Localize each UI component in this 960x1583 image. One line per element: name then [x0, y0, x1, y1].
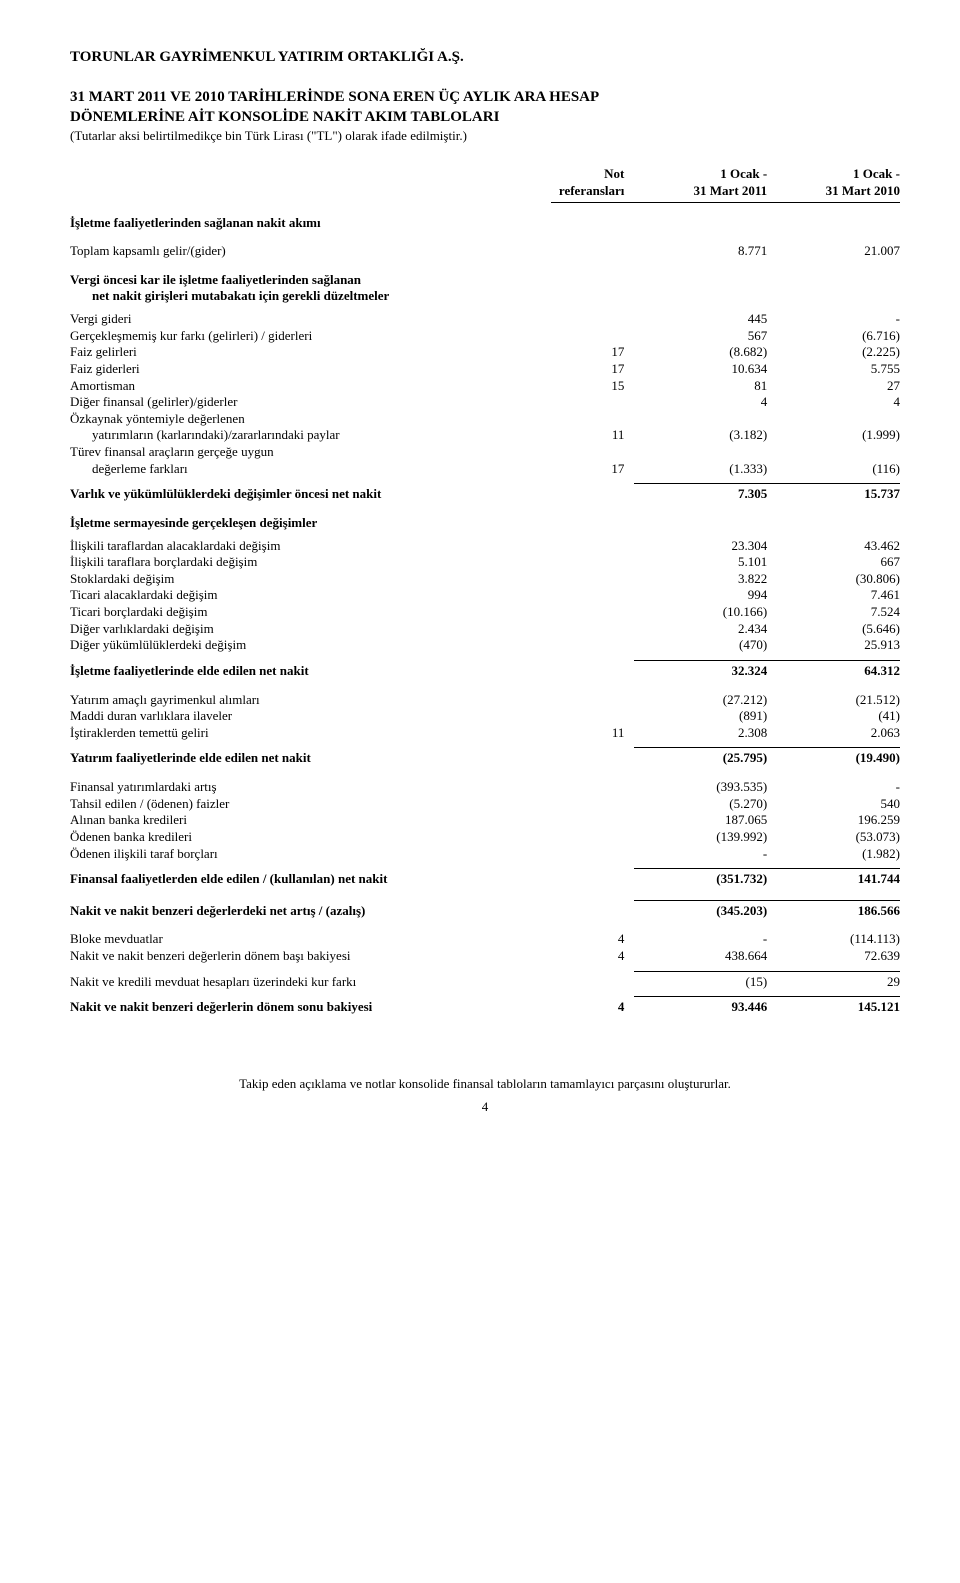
pre-wc-total: Varlık ve yükümlülüklerdeki değişimler ö… [70, 484, 900, 503]
financing-total: Finansal faaliyetlerden elde edilen / (k… [70, 869, 900, 888]
footer-note: Takip eden açıklama ve notlar konsolide … [70, 1076, 900, 1093]
table-row: Ödenen ilişkili taraf borçları -(1.982) [70, 846, 900, 863]
column-header-row: Not referansları 1 Ocak - 31 Mart 2011 1… [70, 166, 900, 202]
table-row: Diğer finansal (gelirler)/giderler 4 4 [70, 394, 900, 411]
net-change: Nakit ve nakit benzeri değerlerdeki net … [70, 900, 900, 919]
cashflow-table: Not referansları 1 Ocak - 31 Mart 2011 1… [70, 166, 900, 1016]
subtitle: (Tutarlar aksi belirtilmedikçe bin Türk … [70, 128, 900, 145]
hdr-cur-l2: 31 Mart 2011 [694, 183, 768, 198]
page-number: 4 [70, 1099, 900, 1116]
table-row: Türev finansal araçların gerçeğe uygun d… [70, 444, 900, 477]
table-row: Stoklardaki değişim 3.822(30.806) [70, 571, 900, 588]
table-row: Toplam kapsamlı gelir/(gider) 8.771 21.0… [70, 243, 900, 260]
title-line-1: 31 MART 2011 VE 2010 TARİHLERİNDE SONA E… [70, 87, 900, 107]
table-row: Tahsil edilen / (ödenen) faizler (5.270)… [70, 796, 900, 813]
table-row: Alınan banka kredileri 187.065196.259 [70, 812, 900, 829]
table-row: İlişkili taraflara borçlardaki değişim 5… [70, 554, 900, 571]
table-row: Faiz giderleri 17 10.634 5.755 [70, 361, 900, 378]
hdr-note-l1: Not [604, 166, 624, 181]
table-row: Ticari borçlardaki değişim (10.166)7.524 [70, 604, 900, 621]
table-row: Diğer varlıklardaki değişim 2.434(5.646) [70, 621, 900, 638]
company-name: TORUNLAR GAYRİMENKUL YATIRIM ORTAKLIĞI A… [70, 48, 900, 67]
table-row: Faiz gelirleri 17 (8.682) (2.225) [70, 344, 900, 361]
table-row: Bloke mevduatlar 4 - (114.113) [70, 931, 900, 948]
investing-total: Yatırım faaliyetlerinde elde edilen net … [70, 748, 900, 767]
table-row: İştiraklerden temettü geliri11 2.3082.06… [70, 725, 900, 742]
hdr-prev-l1: 1 Ocak - [853, 166, 900, 181]
ending-balance: Nakit ve nakit benzeri değerlerin dönem … [70, 997, 900, 1016]
table-row: Ticari alacaklardaki değişim 9947.461 [70, 587, 900, 604]
table-row: Gerçekleşmemiş kur farkı (gelirleri) / g… [70, 328, 900, 345]
table-row: Ödenen banka kredileri (139.992)(53.073) [70, 829, 900, 846]
report-title: 31 MART 2011 VE 2010 TARİHLERİNDE SONA E… [70, 87, 900, 144]
wc-heading: İşletme sermayesinde gerçekleşen değişim… [70, 515, 900, 532]
table-row: İlişkili taraflardan alacaklardaki değiş… [70, 538, 900, 555]
adj-heading: Vergi öncesi kar ile işletme faaliyetler… [70, 272, 900, 305]
hdr-cur-l1: 1 Ocak - [720, 166, 767, 181]
hdr-note-l2: referansları [559, 183, 624, 198]
table-row: Diğer yükümlülüklerdeki değişim (470)25.… [70, 637, 900, 654]
table-row: Maddi duran varlıklara ilaveler (891)(41… [70, 708, 900, 725]
operating-total: İşletme faaliyetlerinde elde edilen net … [70, 660, 900, 679]
table-row: Vergi gideri 445 - [70, 311, 900, 328]
table-row: Nakit ve nakit benzeri değerlerin dönem … [70, 948, 900, 965]
title-line-2: DÖNEMLERİNE AİT KONSOLİDE NAKİT AKIM TAB… [70, 107, 900, 127]
table-row: Yatırım amaçlı gayrimenkul alımları (27.… [70, 692, 900, 709]
operating-heading: İşletme faaliyetlerinden sağlanan nakit … [70, 215, 900, 232]
table-row: Özkaynak yöntemiyle değerlenen yatırımla… [70, 411, 900, 444]
table-row: Amortisman 15 81 27 [70, 378, 900, 395]
hdr-prev-l2: 31 Mart 2010 [826, 183, 900, 198]
table-row: Finansal yatırımlardaki artış (393.535)- [70, 779, 900, 796]
fx-effect: Nakit ve kredili mevduat hesapları üzeri… [70, 971, 900, 990]
